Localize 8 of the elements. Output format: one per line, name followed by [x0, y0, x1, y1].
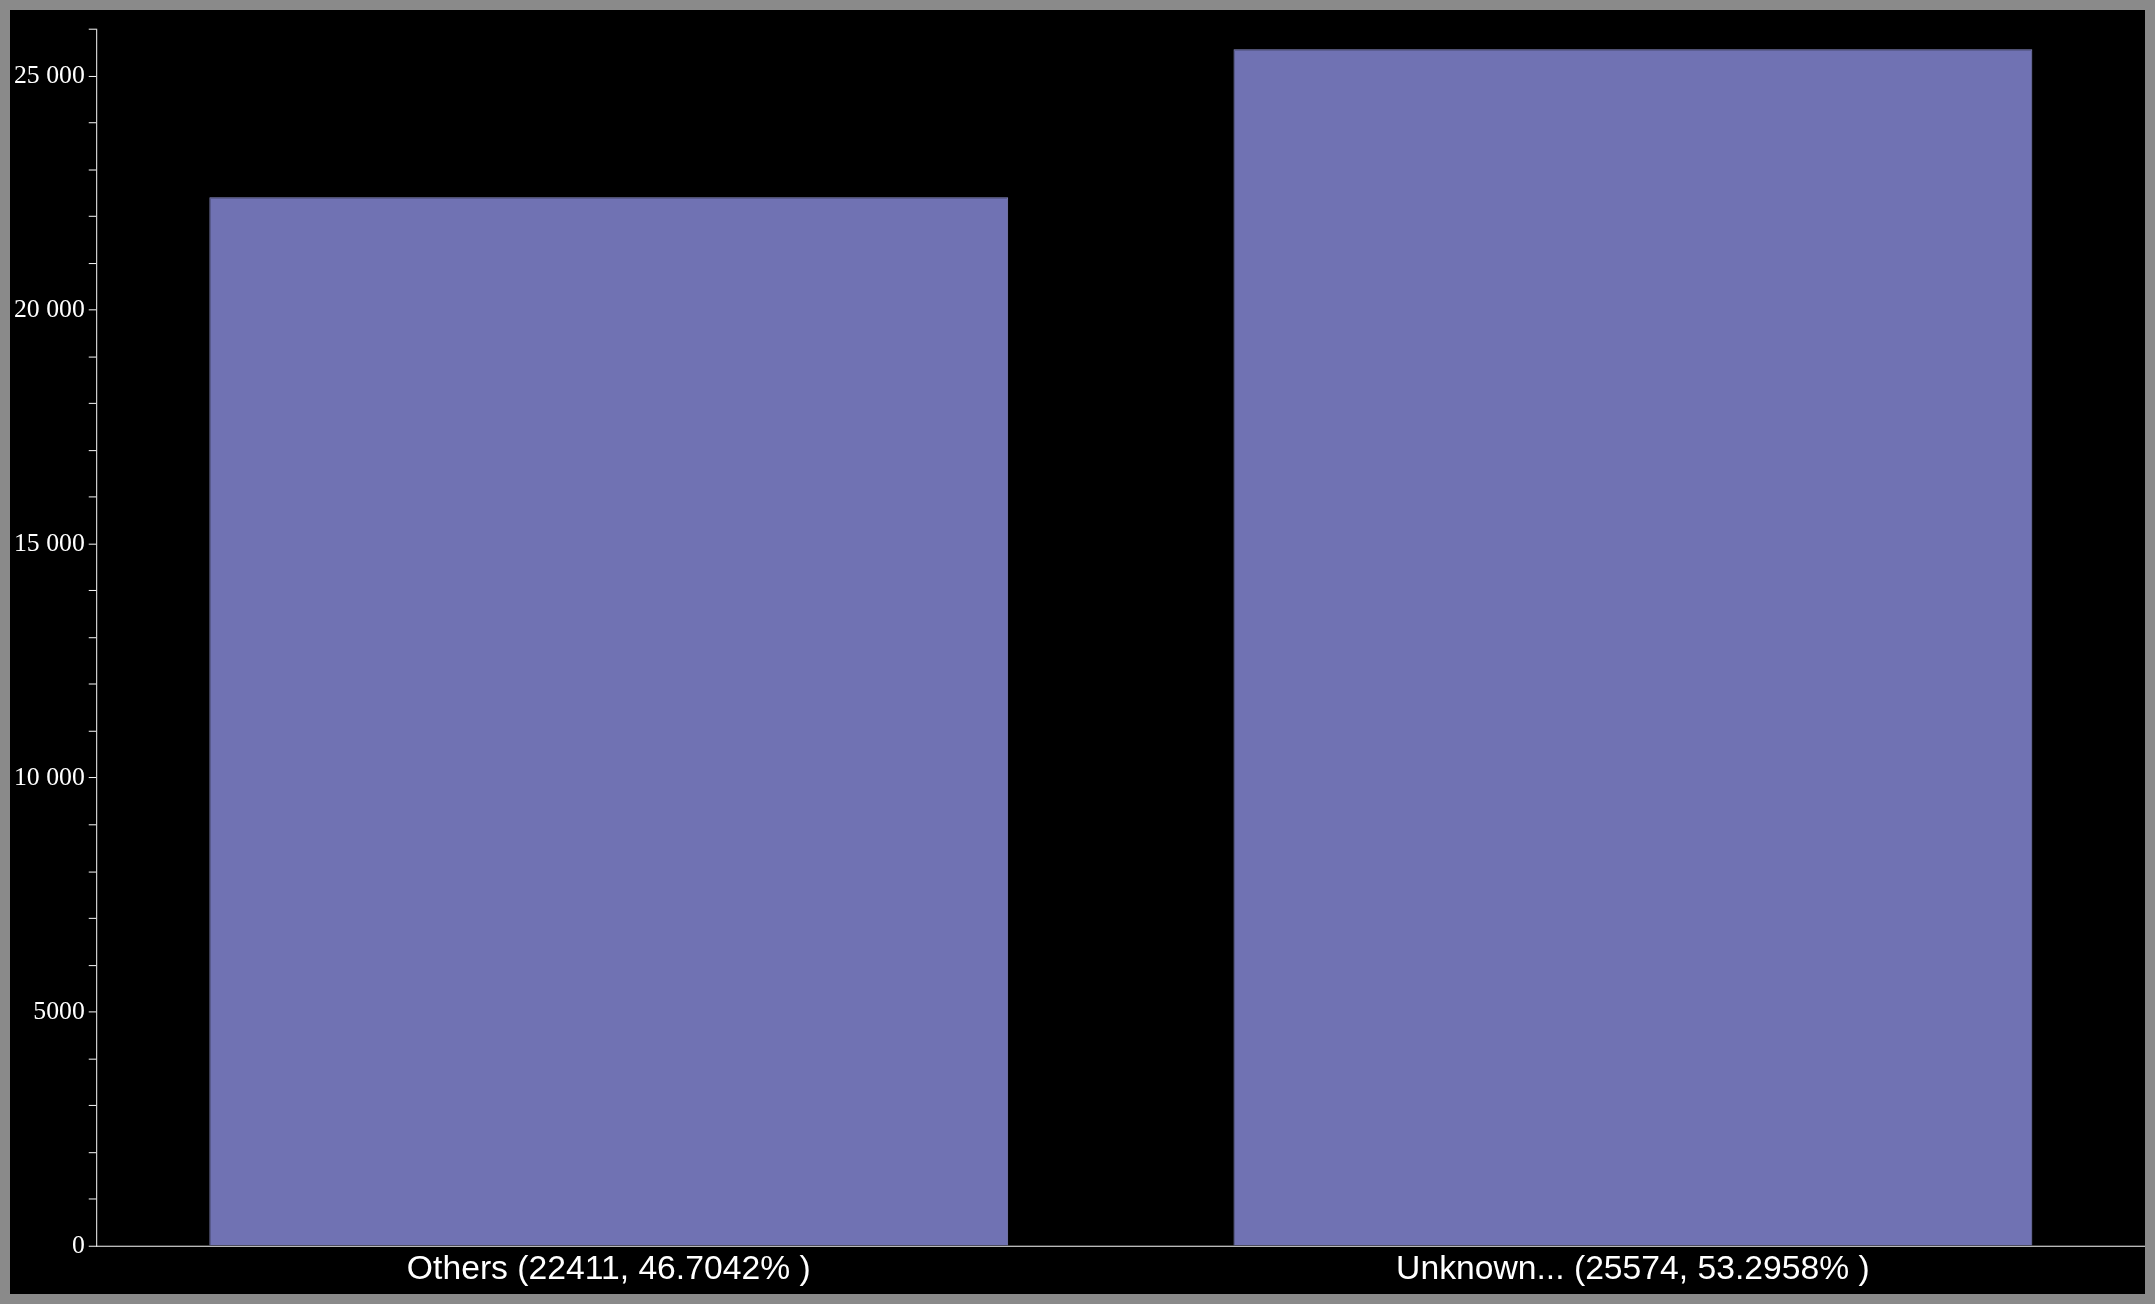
- x-tick-label: Others (22411, 46.7042% ): [406, 1249, 811, 1287]
- y-tick-label: 10 000: [13, 761, 85, 791]
- y-tick-label: 5000: [33, 995, 85, 1025]
- x-tick-label: Unknown... (25574, 53.2958% ): [1396, 1249, 1870, 1287]
- y-tick-label: 25 000: [13, 59, 85, 89]
- y-tick-label: 15 000: [13, 527, 85, 557]
- y-tick-label: 20 000: [13, 293, 85, 323]
- y-tick-label: 0: [71, 1229, 85, 1259]
